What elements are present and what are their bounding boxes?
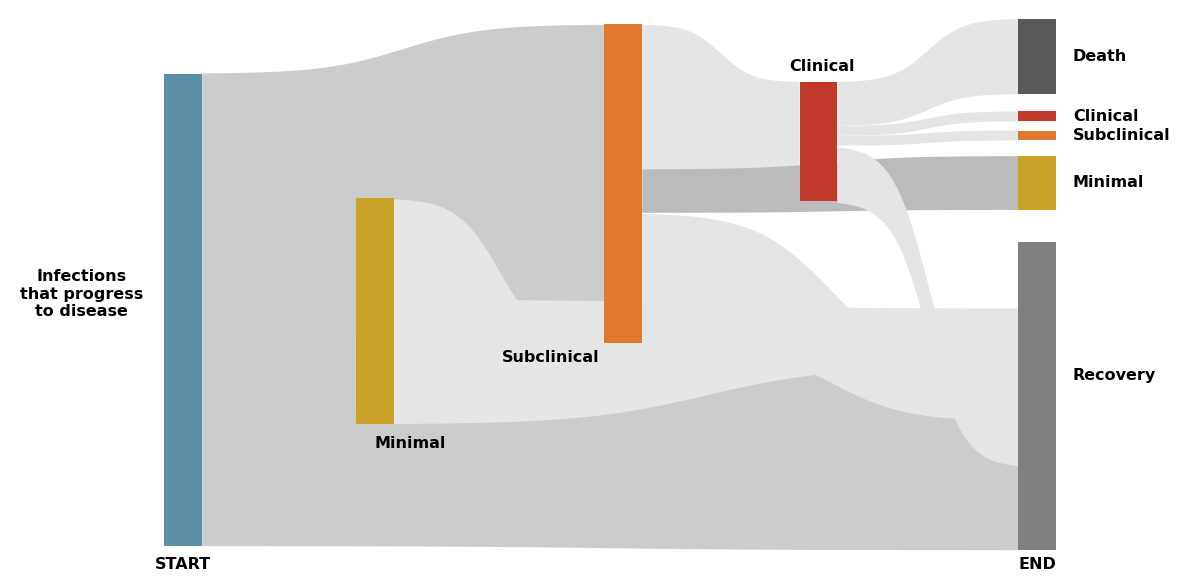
Polygon shape <box>838 112 1019 136</box>
Bar <box>1019 242 1056 550</box>
Polygon shape <box>642 156 1019 213</box>
Bar <box>799 82 838 201</box>
Text: Minimal: Minimal <box>1073 175 1145 190</box>
Text: Subclinical: Subclinical <box>502 350 600 365</box>
Polygon shape <box>642 214 1019 421</box>
Text: Infections
that progress
to disease: Infections that progress to disease <box>20 269 143 319</box>
Text: START: START <box>155 557 211 572</box>
Text: Death: Death <box>1073 49 1127 64</box>
Polygon shape <box>642 25 799 201</box>
Bar <box>1019 111 1056 121</box>
Polygon shape <box>202 199 356 425</box>
Bar <box>1019 156 1056 210</box>
Polygon shape <box>394 300 1019 424</box>
Polygon shape <box>394 199 605 343</box>
Bar <box>1019 19 1056 94</box>
Text: Minimal: Minimal <box>374 436 446 451</box>
Polygon shape <box>202 309 1019 550</box>
Text: Subclinical: Subclinical <box>1073 128 1170 143</box>
Bar <box>1019 131 1056 141</box>
Bar <box>356 198 394 425</box>
Text: Clinical: Clinical <box>1073 109 1139 123</box>
Text: Clinical: Clinical <box>788 59 854 74</box>
Text: END: END <box>1019 557 1056 572</box>
Bar <box>605 25 642 343</box>
Polygon shape <box>838 131 1019 146</box>
Polygon shape <box>838 19 1019 126</box>
Polygon shape <box>838 148 1019 466</box>
Bar <box>164 74 202 546</box>
Text: Recovery: Recovery <box>1073 368 1156 383</box>
Polygon shape <box>202 25 605 343</box>
